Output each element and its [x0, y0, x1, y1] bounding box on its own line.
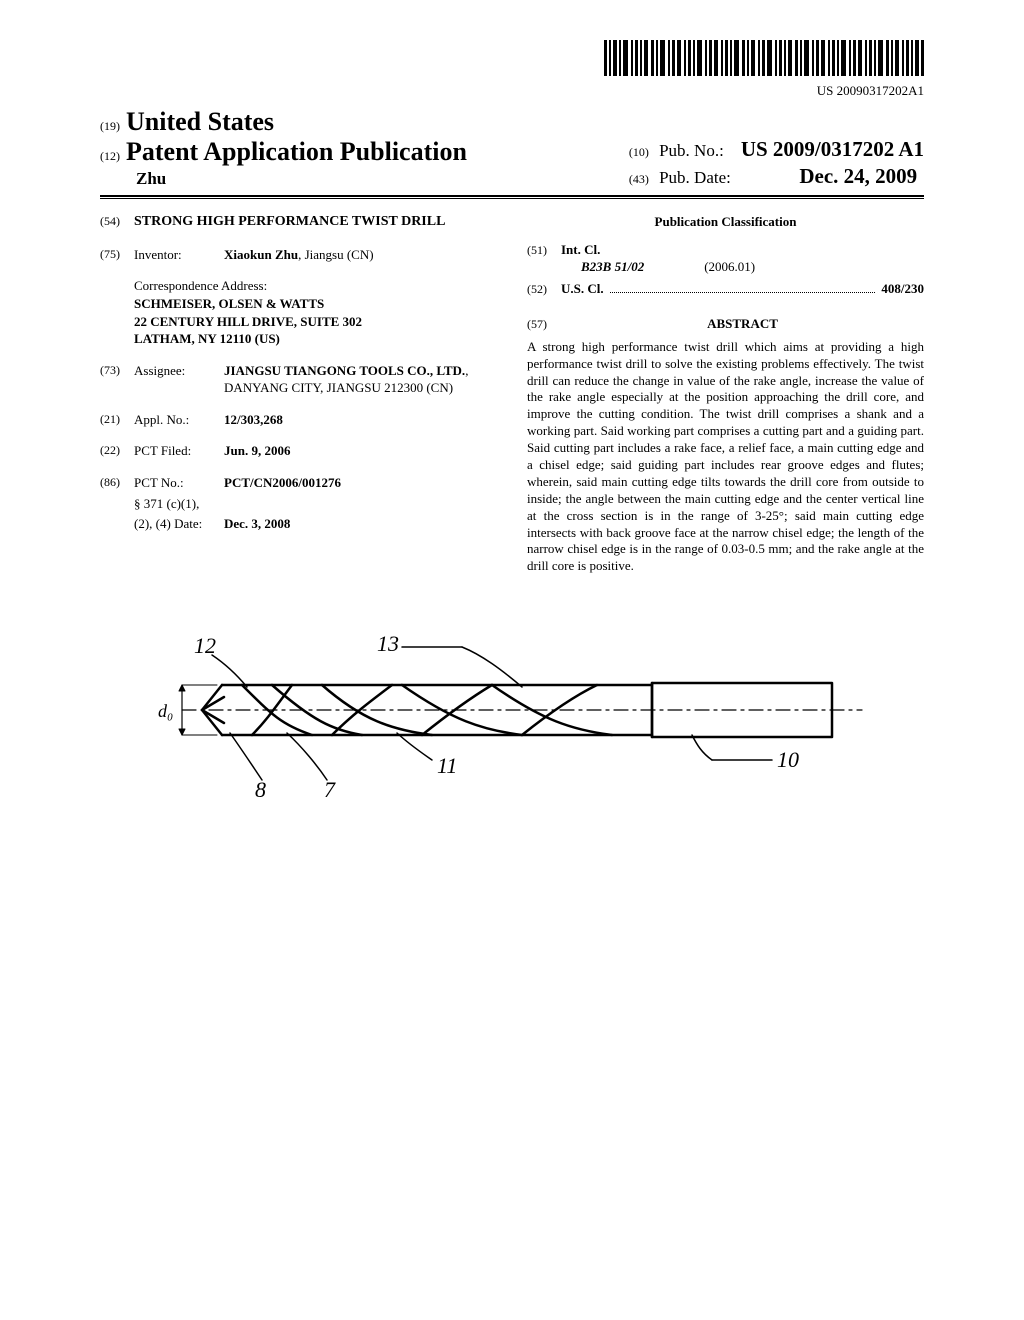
divider-thin: [100, 198, 924, 199]
code-73: (73): [100, 362, 134, 397]
appl-no: 12/303,268: [224, 411, 497, 429]
appl-no-label: Appl. No.:: [134, 411, 224, 429]
barcode-block: US 20090317202A1: [100, 40, 924, 99]
fig-label-11: 11: [437, 753, 457, 778]
pub-no-label: Pub. No.:: [659, 141, 724, 160]
pub-no: US 2009/0317202 A1: [741, 137, 924, 161]
uscl-leader-dots: [610, 292, 876, 293]
fig-label-d0: d₀: [158, 701, 173, 721]
intcl-code: B23B 51/02: [581, 258, 644, 276]
barcode-number: US 20090317202A1: [100, 83, 924, 99]
author-surname: Zhu: [136, 169, 467, 189]
code-43: (43): [629, 172, 649, 186]
divider-thick: [100, 195, 924, 197]
inventor-name: Xiaokun Zhu: [224, 247, 298, 262]
fig-label-8: 8: [255, 777, 266, 802]
abstract-title: ABSTRACT: [561, 315, 924, 333]
pub-date: Dec. 24, 2009: [799, 164, 917, 188]
pct-filed: Jun. 9, 2006: [224, 442, 497, 460]
section-371-label: § 371 (c)(1),: [134, 495, 224, 513]
patent-figure: 12 13 d₀ 8 7 11 10: [100, 625, 924, 810]
code-10: (10): [629, 145, 649, 159]
invention-title: STRONG HIGH PERFORMANCE TWIST DRILL: [134, 213, 445, 232]
code-75: (75): [100, 246, 134, 264]
correspondence-line-3: LATHAM, NY 12110 (US): [134, 330, 497, 348]
section-date-label: (2), (4) Date:: [134, 515, 224, 533]
fig-label-10: 10: [777, 747, 799, 772]
intcl-year: (2006.01): [704, 258, 755, 276]
code-12: (12): [100, 149, 120, 164]
pub-date-label: Pub. Date:: [659, 168, 731, 187]
barcode: [604, 40, 924, 76]
uscl-value: 408/230: [881, 280, 924, 298]
intcl-label: Int. Cl.: [561, 241, 600, 259]
assignee-label: Assignee:: [134, 362, 224, 397]
code-52: (52): [527, 281, 561, 297]
inventor-label: Inventor:: [134, 246, 224, 264]
right-column: Publication Classification (51) Int. Cl.…: [527, 213, 924, 575]
code-19: (19): [100, 119, 120, 134]
section-date: Dec. 3, 2008: [224, 515, 290, 533]
correspondence-label: Correspondence Address:: [134, 277, 497, 295]
pct-no: PCT/CN2006/001276: [224, 474, 497, 492]
assignee-name: JIANGSU TIANGONG TOOLS CO., LTD.: [224, 363, 465, 378]
fig-label-12: 12: [194, 633, 216, 658]
country: United States: [126, 107, 274, 137]
code-54: (54): [100, 213, 134, 232]
fig-label-7: 7: [324, 777, 336, 802]
pct-no-label: PCT No.:: [134, 474, 224, 492]
code-21: (21): [100, 411, 134, 429]
inventor-location: , Jiangsu (CN): [298, 247, 373, 262]
header-block: (19) United States (12) Patent Applicati…: [100, 107, 924, 189]
correspondence-line-1: SCHMEISER, OLSEN & WATTS: [134, 295, 497, 313]
correspondence-line-2: 22 CENTURY HILL DRIVE, SUITE 302: [134, 313, 497, 331]
code-22: (22): [100, 442, 134, 460]
classification-title: Publication Classification: [527, 213, 924, 231]
left-column: (54) STRONG HIGH PERFORMANCE TWIST DRILL…: [100, 213, 497, 575]
abstract-text: A strong high performance twist drill wh…: [527, 339, 924, 575]
uscl-label: U.S. Cl.: [561, 280, 604, 298]
fig-label-13: 13: [377, 631, 399, 656]
code-57: (57): [527, 316, 561, 332]
publication-type: Patent Application Publication: [126, 137, 467, 167]
pct-filed-label: PCT Filed:: [134, 442, 224, 460]
code-86: (86): [100, 474, 134, 492]
code-51: (51): [527, 242, 561, 258]
